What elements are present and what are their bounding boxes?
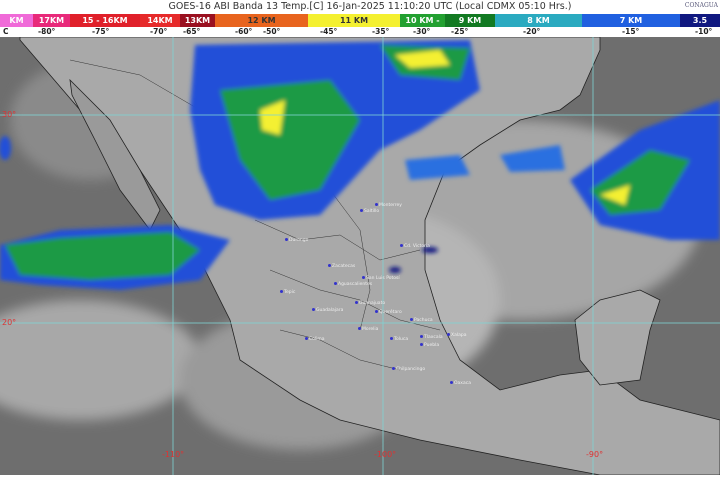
scale-segment: 10 KM - <box>400 14 445 27</box>
temp-label: C <box>3 27 9 36</box>
temp-label: -30° <box>413 27 431 36</box>
lon-label: -110° <box>162 450 185 459</box>
lat-label: 30° <box>2 110 17 119</box>
temp-label: -35° <box>372 27 390 36</box>
scale-segment: 14KM <box>140 14 180 27</box>
satellite-map[interactable]: 30° 20° -110° -100° -90° Monterrey Salti… <box>0 36 720 476</box>
temp-label: -20° <box>523 27 541 36</box>
temp-label: -15° <box>622 27 640 36</box>
temp-label: -10° <box>695 27 713 36</box>
city-label: Cd. Victoria <box>400 244 430 249</box>
scale-segment: 8 KM <box>495 14 582 27</box>
scale-segment: 3.5 <box>680 14 720 27</box>
city-label: Colima <box>305 337 325 342</box>
city-label: Guadalajara <box>312 308 343 313</box>
scale-segment: 13KM <box>180 14 215 27</box>
temp-label: -60° <box>235 27 253 36</box>
city-label: Monterrey <box>375 203 402 208</box>
temp-label: -80° <box>38 27 56 36</box>
temp-label: -45° <box>320 27 338 36</box>
lon-label: -100° <box>374 450 397 459</box>
scale-segment: 7 KM <box>582 14 680 27</box>
land-areas <box>19 36 720 476</box>
temperature-scale: C -80° -75° -70° -65° -60° -50° -45° -35… <box>0 27 720 37</box>
city-label: Durango <box>285 238 308 243</box>
city-label: Xalapa <box>447 333 466 338</box>
temp-label: -75° <box>92 27 110 36</box>
scale-segment: 11 KM <box>308 14 400 27</box>
lon-label: -90° <box>586 450 604 459</box>
temp-label: -65° <box>183 27 201 36</box>
graticule <box>0 37 720 475</box>
city-label: Morelia <box>358 327 378 332</box>
city-label: Querétaro <box>375 310 402 315</box>
city-label: Puebla <box>420 343 439 348</box>
city-label: Tlaxcala <box>420 335 443 340</box>
city-label: Toluca <box>390 337 408 342</box>
city-label: Chilpancingo <box>392 367 425 372</box>
precipitation-clouds <box>0 40 720 290</box>
city-label: Aguascalientes <box>334 282 372 287</box>
city-label: Saltillo <box>360 209 379 214</box>
color-scale: KM 17KM 15 - 16KM 14KM 13KM 12 KM 11 KM … <box>0 14 720 27</box>
scale-segment: 9 KM <box>445 14 495 27</box>
scale-segment: 15 - 16KM <box>70 14 140 27</box>
lat-label: 20° <box>2 318 17 327</box>
city-label: Pachuca <box>410 318 433 323</box>
city-label: Tepic <box>280 290 295 295</box>
temp-label: -25° <box>451 27 469 36</box>
city-label: Zacatecas <box>328 264 355 269</box>
temp-label: -50° <box>263 27 281 36</box>
satellite-imagery <box>0 36 720 476</box>
city-label: Guanajuato <box>355 301 385 306</box>
scale-segment: KM <box>0 14 33 27</box>
conagua-logo: CONAGUA <box>684 2 718 9</box>
temp-label: -70° <box>150 27 168 36</box>
image-title: GOES-16 ABI Banda 13 Temp.[C] 16-Jan-202… <box>0 0 720 14</box>
scale-segment: 12 KM <box>215 14 308 27</box>
city-label: Oaxaca <box>450 381 471 386</box>
scale-segment: 17KM <box>33 14 70 27</box>
city-label: San Luis Potosí <box>362 276 400 281</box>
